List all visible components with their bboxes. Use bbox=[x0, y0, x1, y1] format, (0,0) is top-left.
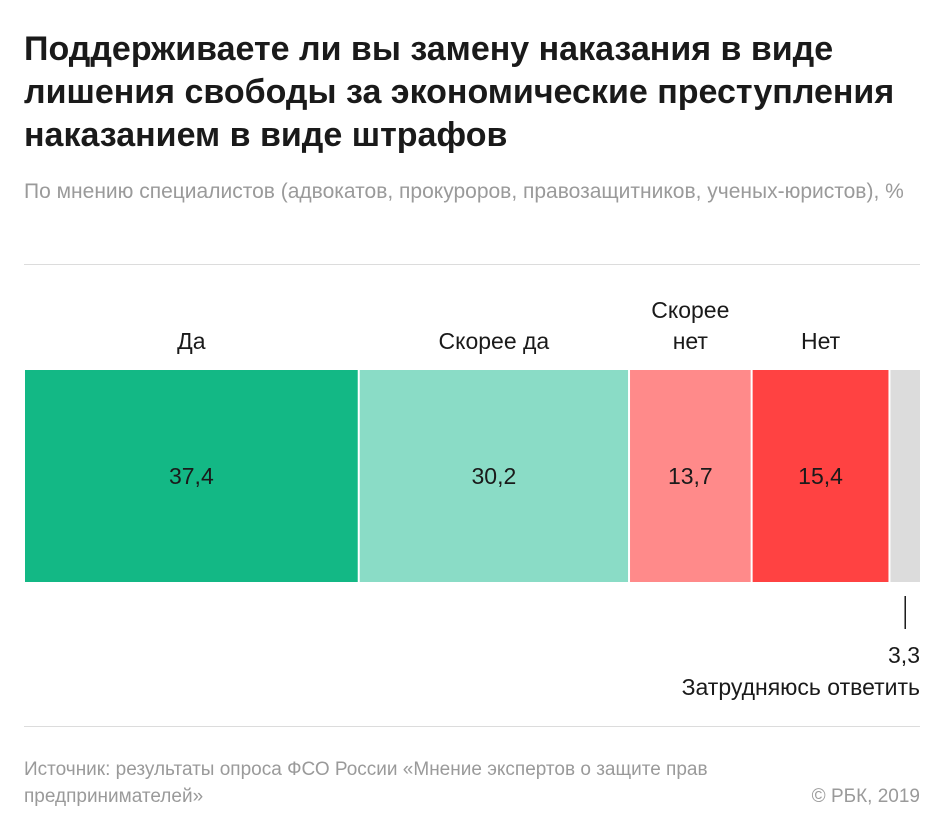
value-label-1: 37,4 bbox=[169, 463, 214, 489]
stacked-bar-chart: Да Скорее да Скорее нет Нет 37,4 30,2 13,7 15,4… bbox=[25, 297, 920, 700]
bar-segment-2 bbox=[359, 370, 629, 582]
chart-title: Поддерживаете ли вы замену наказания в в… bbox=[24, 30, 895, 154]
source-note: Источник: результаты опроса ФСО России «… bbox=[24, 759, 708, 807]
category-label-4: Нет bbox=[801, 328, 841, 354]
small-segment-callout: 3,3 Затрудняюсь ответить bbox=[682, 596, 920, 700]
value-label-2: 30,2 bbox=[471, 463, 516, 489]
category-label-2: Скорее да bbox=[439, 328, 550, 354]
value-label-5: 3,3 bbox=[888, 642, 920, 668]
bar-segment-3 bbox=[630, 370, 751, 582]
chart-subtitle: По мнению специалистов (адвокатов, проку… bbox=[24, 180, 904, 203]
bar-segment-5 bbox=[890, 370, 920, 582]
copyright: © РБК, 2019 bbox=[811, 786, 920, 807]
bar-segment-1 bbox=[25, 370, 358, 582]
category-label-3: Скорее нет bbox=[651, 297, 729, 354]
value-label-3: 13,7 bbox=[668, 463, 713, 489]
value-labels: 37,4 30,2 13,7 15,4 bbox=[169, 463, 843, 489]
top-divider bbox=[24, 264, 920, 265]
category-label-5: Затрудняюсь ответить bbox=[682, 674, 920, 700]
bar-segment-4 bbox=[752, 370, 889, 582]
category-labels: Да Скорее да Скорее нет Нет bbox=[177, 297, 840, 354]
value-label-4: 15,4 bbox=[798, 463, 843, 489]
category-label-1: Да bbox=[177, 328, 206, 354]
bar-segments bbox=[25, 370, 920, 582]
bottom-divider bbox=[24, 726, 920, 727]
